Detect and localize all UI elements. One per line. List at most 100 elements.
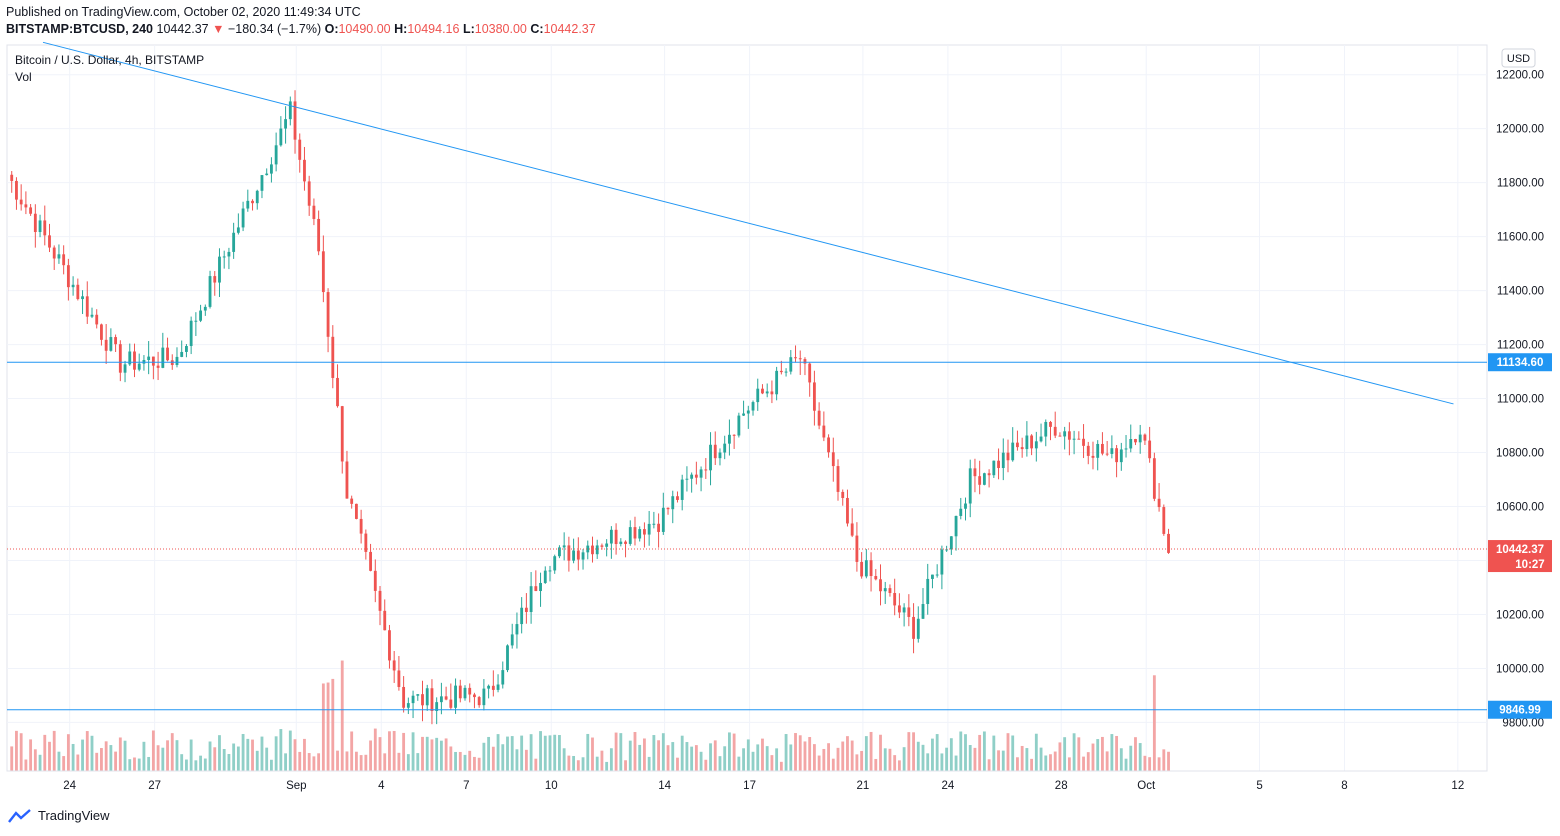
y-tick-label: 10800.00 <box>1496 448 1544 460</box>
candle-body <box>458 685 462 699</box>
volume-bar <box>1143 755 1147 771</box>
candle-body <box>647 523 651 535</box>
y-tick-label: 11000.00 <box>1497 394 1544 406</box>
candle-body <box>912 616 915 639</box>
volume-bar <box>123 740 127 771</box>
candle-body <box>746 410 750 414</box>
volume-bar <box>992 735 996 771</box>
volume-bar <box>416 753 420 771</box>
volume-bar <box>1162 749 1166 771</box>
candle-body <box>1011 442 1015 461</box>
candle-body <box>175 356 179 366</box>
trend-line[interactable] <box>42 41 1454 405</box>
candle-body <box>321 251 325 293</box>
candle-body <box>81 296 84 300</box>
candle-body <box>524 607 528 613</box>
volume-bar <box>902 747 906 771</box>
tradingview-logo[interactable]: TradingView <box>8 808 110 823</box>
tradingview-logo-icon <box>8 808 31 823</box>
volume-bar <box>831 758 835 771</box>
volume-bar <box>803 741 807 771</box>
volume-bar <box>850 740 854 771</box>
price-chart[interactable]: 12200.00 12000.00 11800.00 11600.00 11400.00… <box>0 0 1560 800</box>
candle-body <box>19 199 23 205</box>
candle-body <box>180 351 184 357</box>
volume-bar <box>104 741 108 771</box>
candle-body <box>680 479 684 500</box>
x-tick-label: Sep <box>286 780 306 792</box>
candle-body <box>1020 447 1024 450</box>
low-label: L: <box>462 22 475 36</box>
last-price-marker <box>1488 540 1552 573</box>
y-tick-label: 10000.00 <box>1496 663 1544 675</box>
volume-bar <box>949 738 953 771</box>
volume-bar <box>534 758 538 771</box>
volume-bar <box>151 730 155 771</box>
volume-bar <box>1138 743 1142 771</box>
volume-bar <box>274 736 278 771</box>
candle-body <box>694 474 698 478</box>
volume-bar <box>945 747 949 771</box>
level-price-label: 11134.60 <box>1497 357 1544 369</box>
candle-body <box>968 468 972 504</box>
volume-bar <box>676 757 679 771</box>
y-tick-label: 11200.00 <box>1497 340 1544 352</box>
volume-bar <box>29 739 33 771</box>
volume-bar <box>619 733 623 771</box>
candle-body <box>1072 438 1076 440</box>
volume-bar <box>76 754 80 771</box>
volume-bar <box>482 742 486 771</box>
candle-body <box>591 545 594 555</box>
candle-body <box>794 357 797 359</box>
volume-bar <box>633 732 637 771</box>
volume-bar <box>161 747 165 771</box>
candle-body <box>926 578 930 605</box>
volume-bar <box>756 744 760 771</box>
volume-bar <box>822 748 826 771</box>
volume-bar <box>406 754 410 771</box>
volume-bar <box>100 748 103 771</box>
candle-body <box>1058 435 1062 437</box>
candle-body <box>118 344 122 373</box>
candle-body <box>151 356 155 366</box>
candle-body <box>685 478 689 480</box>
volume-bar <box>1077 737 1081 771</box>
currency-badge[interactable]: USD <box>1507 53 1530 65</box>
volume-bar <box>473 756 476 771</box>
candle-body <box>893 592 897 606</box>
candle-body <box>449 699 453 708</box>
candle-body <box>477 697 481 706</box>
volume-bar <box>893 755 897 771</box>
candle-body <box>369 551 372 571</box>
candle-body <box>402 686 406 708</box>
candle-body <box>676 496 679 500</box>
candle-body <box>203 306 207 311</box>
volume-bar <box>558 735 561 771</box>
candle-body <box>628 527 632 544</box>
volume-bar <box>284 753 287 771</box>
volume-bar <box>421 736 424 771</box>
volume-bar <box>567 755 571 771</box>
volume-bar <box>997 750 1000 771</box>
volume-bar <box>251 739 254 771</box>
candle-body <box>775 370 779 395</box>
candle-body <box>345 461 349 499</box>
candle-body <box>779 370 783 373</box>
currency-badge-frame[interactable] <box>1501 48 1536 68</box>
candle-body <box>95 314 99 325</box>
published-caption: Published on TradingView.com, October 02… <box>6 5 361 19</box>
volume-bar <box>543 735 547 771</box>
volume-bar <box>24 759 28 771</box>
candle-body <box>770 391 774 395</box>
candle-body <box>959 508 963 516</box>
candle-body <box>860 561 864 577</box>
volume-bar <box>732 733 736 771</box>
candle-body <box>147 356 151 360</box>
volume-bar <box>1134 737 1137 771</box>
candle-body <box>1044 421 1048 437</box>
volume-bar <box>1034 733 1038 771</box>
volume-bar <box>317 753 321 771</box>
candle-body <box>430 688 434 712</box>
candle-body <box>317 218 321 252</box>
candle-body <box>1053 426 1057 436</box>
